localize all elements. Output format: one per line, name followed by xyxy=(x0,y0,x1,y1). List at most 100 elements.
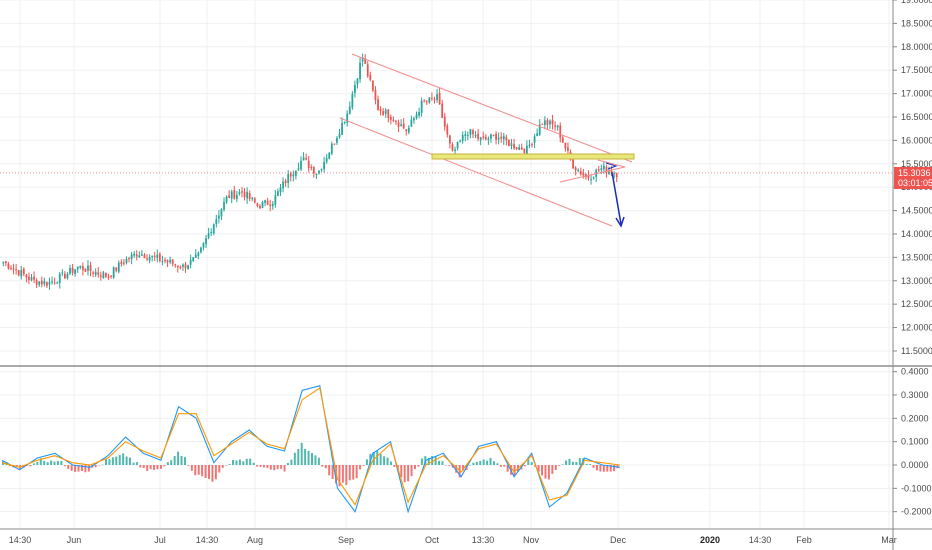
macd-histogram-bar xyxy=(389,461,392,465)
candle-body xyxy=(7,263,10,269)
candle-body xyxy=(420,100,423,113)
macd-histogram-bar xyxy=(362,465,365,466)
candle-body xyxy=(356,78,359,85)
channel-lower-line[interactable] xyxy=(339,117,613,227)
candle-body xyxy=(431,97,433,99)
macd-histogram-bar xyxy=(77,465,80,472)
macd-histogram-bar xyxy=(163,465,166,467)
macd-histogram-bar xyxy=(15,465,18,467)
candle-body xyxy=(482,136,485,138)
macd-histogram-bar xyxy=(568,458,571,465)
candle-body xyxy=(400,124,403,127)
macd-histogram-bar xyxy=(156,465,159,470)
macd-histogram-bar xyxy=(32,463,35,465)
macd-histogram-bar xyxy=(273,465,276,471)
candle-body xyxy=(323,161,326,170)
price-tick-label: 14.5000 xyxy=(901,206,932,216)
candle-body xyxy=(397,122,400,127)
macd-pane[interactable] xyxy=(1,385,621,514)
candle-body xyxy=(174,264,177,266)
candle-body xyxy=(538,124,541,135)
candle-body xyxy=(28,276,30,280)
candle-body xyxy=(128,258,130,260)
price-tick-label: 17.0000 xyxy=(901,89,932,99)
macd-histogram-bar xyxy=(431,456,434,465)
candle-body xyxy=(79,265,82,268)
candle-body xyxy=(63,273,66,279)
candle-body xyxy=(10,267,12,270)
price-tick-label: 14.0000 xyxy=(901,229,932,239)
candle-body xyxy=(543,120,546,125)
channel-upper-line[interactable] xyxy=(351,53,633,163)
candle-body xyxy=(200,247,202,253)
macd-histogram-bar xyxy=(36,461,39,465)
candle-body xyxy=(364,58,367,64)
candle-body xyxy=(179,266,182,269)
candle-body xyxy=(572,159,574,169)
macd-tick-label: 0.1000 xyxy=(901,437,929,447)
macd-histogram-bar xyxy=(523,465,526,467)
macd-histogram-bar xyxy=(359,465,362,470)
macd-histogram-bar xyxy=(595,465,598,471)
macd-histogram-bar xyxy=(489,457,492,465)
candle-body xyxy=(597,169,600,171)
candle-body xyxy=(346,113,349,123)
candle-body xyxy=(310,167,313,169)
macd-histogram-bar xyxy=(383,456,386,465)
triangle-lower-line[interactable] xyxy=(559,166,626,183)
candle-body xyxy=(69,267,71,274)
macd-histogram-bar xyxy=(434,456,437,465)
time-tick-label: Mar xyxy=(881,535,897,545)
forecast-arrow-shaft[interactable] xyxy=(611,171,622,225)
candle-body xyxy=(189,259,192,265)
macd-histogram-bar xyxy=(125,456,128,465)
macd-histogram-bar xyxy=(293,452,296,465)
candle-body xyxy=(130,254,133,260)
candle-body xyxy=(315,173,318,175)
candle-body xyxy=(266,200,269,205)
candle-body xyxy=(392,119,395,121)
candle-body xyxy=(389,116,392,120)
macd-histogram-bar xyxy=(537,465,540,472)
time-tick-label: Jul xyxy=(154,535,166,545)
candle-body xyxy=(587,175,590,179)
candle-body xyxy=(456,141,459,149)
candle-body xyxy=(369,75,372,80)
candle-body xyxy=(559,125,562,138)
candle-body xyxy=(387,109,390,118)
candle-body xyxy=(441,103,444,118)
drawings[interactable] xyxy=(0,53,893,228)
macd-histogram-bar xyxy=(84,465,87,473)
forecast-arrow-head[interactable] xyxy=(615,216,625,228)
triangle-upper-line[interactable] xyxy=(597,159,626,168)
candle-body xyxy=(459,140,462,142)
macd-histogram-bar xyxy=(105,459,107,465)
candle-body xyxy=(223,201,225,210)
small-arrow[interactable] xyxy=(605,162,618,170)
price-pane[interactable] xyxy=(2,53,618,290)
time-tick-label: Dec xyxy=(610,535,627,545)
candle-body xyxy=(556,125,559,128)
candle-body xyxy=(151,255,154,257)
price-tick-label: 12.0000 xyxy=(901,323,932,333)
support-zone[interactable] xyxy=(431,153,635,160)
time-tick-label: 14:30 xyxy=(749,535,772,545)
macd-histogram-bar xyxy=(479,460,482,465)
candle-body xyxy=(279,187,282,193)
candle-body xyxy=(425,101,428,103)
candle-body xyxy=(161,260,164,262)
macd-histogram-bar xyxy=(599,465,602,472)
candle-body xyxy=(433,99,436,101)
candle-body xyxy=(495,133,497,140)
macd-histogram-bar xyxy=(578,458,581,465)
candle-body xyxy=(140,254,143,256)
macd-histogram-bar xyxy=(331,465,334,480)
candle-body xyxy=(241,191,243,193)
candle-body xyxy=(294,170,297,176)
candle-body xyxy=(66,273,69,279)
candle-body xyxy=(269,204,272,206)
macd-histogram-bar xyxy=(307,450,310,465)
candle-body xyxy=(61,272,64,274)
macd-histogram-bar xyxy=(245,458,248,465)
